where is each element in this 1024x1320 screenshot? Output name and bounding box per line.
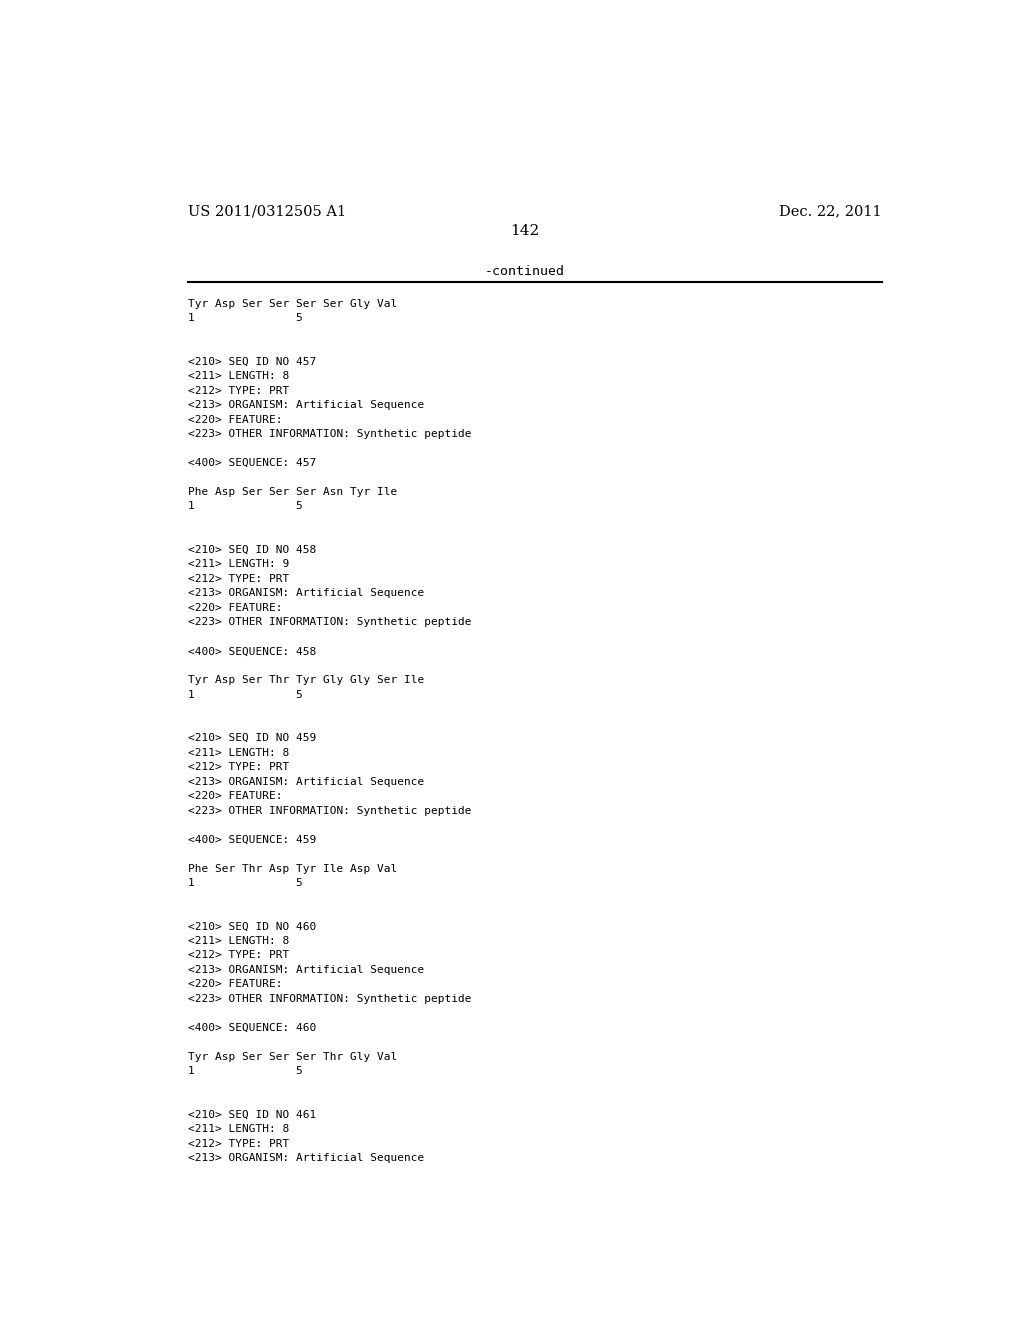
Text: 1               5: 1 5 — [187, 313, 302, 323]
Text: <211> LENGTH: 8: <211> LENGTH: 8 — [187, 936, 289, 946]
Text: <212> TYPE: PRT: <212> TYPE: PRT — [187, 950, 289, 961]
Text: <210> SEQ ID NO 461: <210> SEQ ID NO 461 — [187, 1110, 315, 1119]
Text: <220> FEATURE:: <220> FEATURE: — [187, 791, 282, 801]
Text: <213> ORGANISM: Artificial Sequence: <213> ORGANISM: Artificial Sequence — [187, 965, 424, 975]
Text: Dec. 22, 2011: Dec. 22, 2011 — [779, 205, 882, 218]
Text: <213> ORGANISM: Artificial Sequence: <213> ORGANISM: Artificial Sequence — [187, 776, 424, 787]
Text: <213> ORGANISM: Artificial Sequence: <213> ORGANISM: Artificial Sequence — [187, 400, 424, 411]
Text: 1               5: 1 5 — [187, 1067, 302, 1076]
Text: <212> TYPE: PRT: <212> TYPE: PRT — [187, 385, 289, 396]
Text: Phe Asp Ser Ser Ser Asn Tyr Ile: Phe Asp Ser Ser Ser Asn Tyr Ile — [187, 487, 396, 496]
Text: <220> FEATURE:: <220> FEATURE: — [187, 979, 282, 990]
Text: <220> FEATURE:: <220> FEATURE: — [187, 603, 282, 612]
Text: <223> OTHER INFORMATION: Synthetic peptide: <223> OTHER INFORMATION: Synthetic pepti… — [187, 805, 471, 816]
Text: -continued: -continued — [484, 265, 565, 279]
Text: <400> SEQUENCE: 459: <400> SEQUENCE: 459 — [187, 834, 315, 845]
Text: <212> TYPE: PRT: <212> TYPE: PRT — [187, 762, 289, 772]
Text: <211> LENGTH: 8: <211> LENGTH: 8 — [187, 747, 289, 758]
Text: <400> SEQUENCE: 458: <400> SEQUENCE: 458 — [187, 647, 315, 656]
Text: <400> SEQUENCE: 460: <400> SEQUENCE: 460 — [187, 1023, 315, 1032]
Text: Tyr Asp Ser Thr Tyr Gly Gly Ser Ile: Tyr Asp Ser Thr Tyr Gly Gly Ser Ile — [187, 676, 424, 685]
Text: 142: 142 — [510, 224, 540, 239]
Text: US 2011/0312505 A1: US 2011/0312505 A1 — [187, 205, 346, 218]
Text: 1               5: 1 5 — [187, 878, 302, 888]
Text: <211> LENGTH: 8: <211> LENGTH: 8 — [187, 371, 289, 381]
Text: <400> SEQUENCE: 457: <400> SEQUENCE: 457 — [187, 458, 315, 469]
Text: <213> ORGANISM: Artificial Sequence: <213> ORGANISM: Artificial Sequence — [187, 589, 424, 598]
Text: <213> ORGANISM: Artificial Sequence: <213> ORGANISM: Artificial Sequence — [187, 1154, 424, 1163]
Text: <212> TYPE: PRT: <212> TYPE: PRT — [187, 1139, 289, 1148]
Text: <210> SEQ ID NO 458: <210> SEQ ID NO 458 — [187, 545, 315, 554]
Text: <210> SEQ ID NO 459: <210> SEQ ID NO 459 — [187, 733, 315, 743]
Text: <210> SEQ ID NO 460: <210> SEQ ID NO 460 — [187, 921, 315, 932]
Text: <223> OTHER INFORMATION: Synthetic peptide: <223> OTHER INFORMATION: Synthetic pepti… — [187, 618, 471, 627]
Text: Phe Ser Thr Asp Tyr Ile Asp Val: Phe Ser Thr Asp Tyr Ile Asp Val — [187, 863, 396, 874]
Text: 1               5: 1 5 — [187, 502, 302, 511]
Text: <210> SEQ ID NO 457: <210> SEQ ID NO 457 — [187, 356, 315, 367]
Text: <212> TYPE: PRT: <212> TYPE: PRT — [187, 574, 289, 583]
Text: <223> OTHER INFORMATION: Synthetic peptide: <223> OTHER INFORMATION: Synthetic pepti… — [187, 429, 471, 440]
Text: 1               5: 1 5 — [187, 690, 302, 700]
Text: <211> LENGTH: 9: <211> LENGTH: 9 — [187, 560, 289, 569]
Text: <223> OTHER INFORMATION: Synthetic peptide: <223> OTHER INFORMATION: Synthetic pepti… — [187, 994, 471, 1005]
Text: Tyr Asp Ser Ser Ser Thr Gly Val: Tyr Asp Ser Ser Ser Thr Gly Val — [187, 1052, 396, 1061]
Text: Tyr Asp Ser Ser Ser Ser Gly Val: Tyr Asp Ser Ser Ser Ser Gly Val — [187, 298, 396, 309]
Text: <220> FEATURE:: <220> FEATURE: — [187, 414, 282, 425]
Text: <211> LENGTH: 8: <211> LENGTH: 8 — [187, 1125, 289, 1134]
